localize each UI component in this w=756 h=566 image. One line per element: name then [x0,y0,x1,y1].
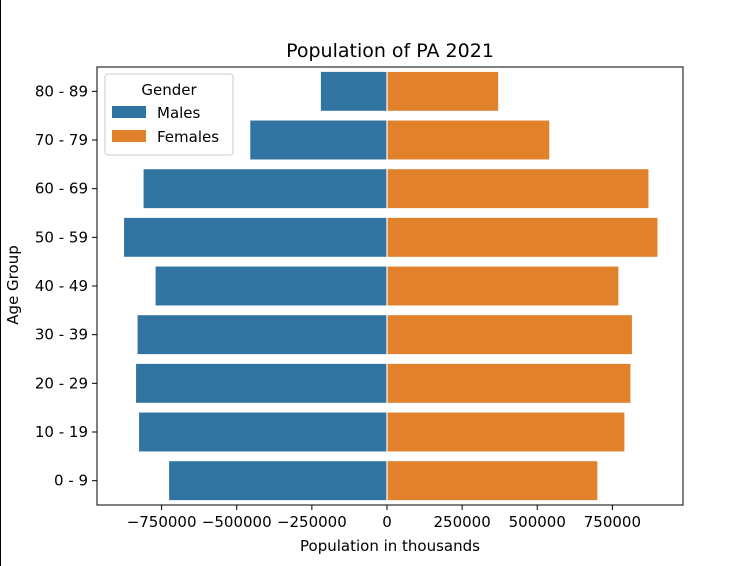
left-frame-line [0,0,1,566]
chart-title: Population of PA 2021 [286,40,494,62]
bar-males-50-59 [124,217,387,257]
y-axis-ticks: 80 - 89 70 - 79 60 - 69 50 - 59 40 - 49 30 - … [35,82,97,490]
x-axis-ticks: −750000 −500000 −250000 0 250000 500000 750000 [127,505,641,531]
bar-females-40-49 [386,266,619,306]
legend: Gender Males Females [104,73,234,156]
x-tick-label-4: 250000 [433,513,490,531]
bar-males-80-89 [320,71,387,111]
y-tick-label-80-89: 80 - 89 [35,82,88,100]
bar-females-60-69 [386,169,649,209]
y-tick-label-20-29: 20 - 29 [35,374,88,392]
legend-label-males: Males [157,104,201,122]
bar-males-0-9 [169,461,387,501]
y-tick-label-40-49: 40 - 49 [35,277,88,295]
bar-females-30-39 [386,315,632,355]
legend-title: Gender [141,81,197,99]
x-tick-label-5: 500000 [509,513,566,531]
y-tick-label-60-69: 60 - 69 [35,180,88,198]
y-tick-label-0-9: 0 - 9 [54,472,88,490]
legend-swatch-females [112,130,146,142]
bar-females-20-29 [386,363,631,403]
y-tick-label-10-19: 10 - 19 [35,423,88,441]
x-axis-label: Population in thousands [300,537,480,555]
x-tick-label-1: −500000 [202,513,272,531]
y-axis-label: Age Group [4,245,22,324]
bar-males-20-29 [136,363,387,403]
y-tick-label-50-59: 50 - 59 [35,228,88,246]
y-tick-label-70-79: 70 - 79 [35,131,88,149]
legend-swatch-males [112,106,146,118]
bar-females-80-89 [386,71,499,111]
x-tick-label-0: −750000 [127,513,197,531]
x-tick-label-2: −250000 [277,513,347,531]
x-tick-label-3: 0 [382,513,392,531]
bar-females-10-19 [386,412,625,452]
x-tick-label-6: 750000 [584,513,641,531]
bar-females-50-59 [386,217,658,257]
bar-males-60-69 [143,169,387,209]
bar-females-70-79 [386,120,550,160]
bar-males-40-49 [155,266,387,306]
bars-layer [124,71,658,501]
y-tick-label-30-39: 30 - 39 [35,326,88,344]
bar-females-0-9 [386,461,598,501]
bar-males-10-19 [139,412,387,452]
bar-males-70-79 [250,120,387,160]
bar-males-30-39 [137,315,387,355]
legend-label-females: Females [157,128,219,146]
